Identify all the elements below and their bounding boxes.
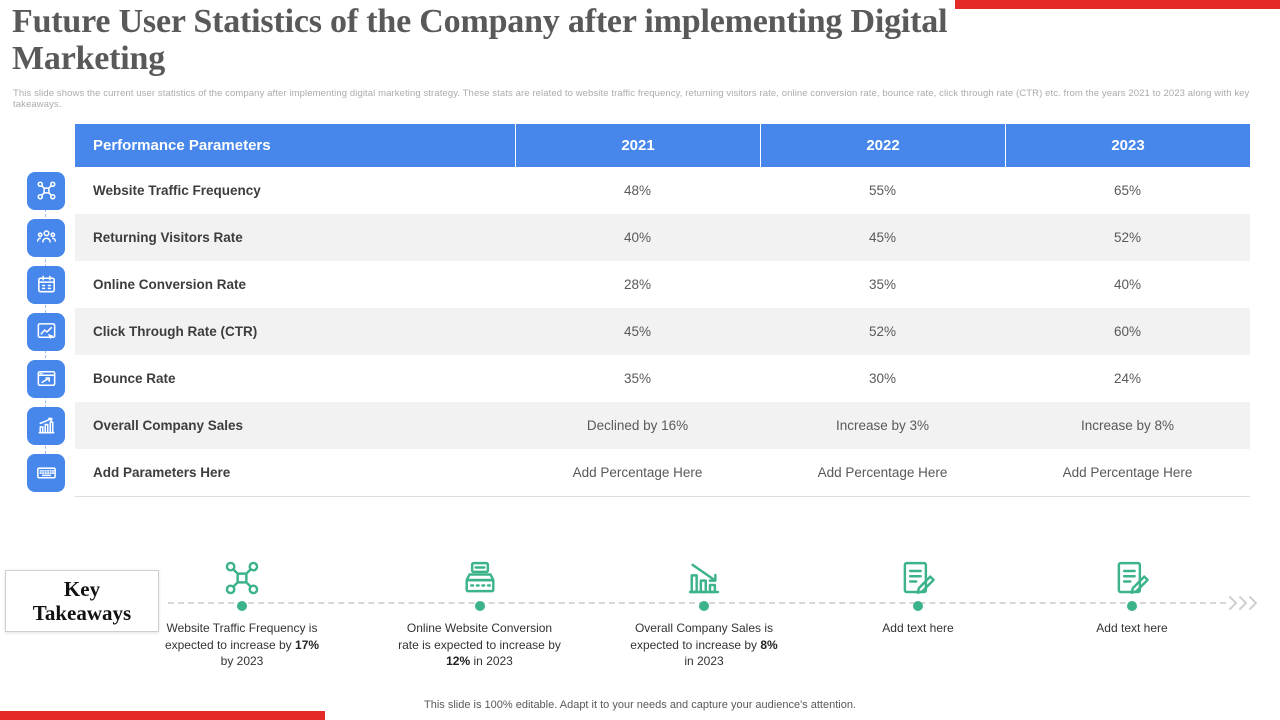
timeline-dot [237, 601, 247, 611]
performance-table: Performance Parameters 2021 2022 2023 We… [75, 124, 1250, 497]
row-value: 45% [868, 230, 897, 245]
table-header-2023: 2023 [1005, 124, 1250, 167]
footer-note: This slide is 100% editable. Adapt it to… [424, 699, 856, 711]
table-row: Website Traffic Frequency 48% 55% 65% [75, 167, 1250, 214]
row-value: 40% [1113, 277, 1142, 292]
takeaway-text: Add text here [882, 621, 954, 635]
row-value: 35% [623, 371, 652, 386]
takeaway-item: Add text here [1092, 555, 1172, 637]
takeaway-item: Online Website Conversion rate is expect… [397, 555, 562, 670]
click-chart-icon [27, 312, 65, 351]
row-parameter: Overall Company Sales [93, 418, 244, 433]
row-value: Declined by 16% [586, 418, 689, 433]
row-value: 35% [868, 277, 897, 292]
table-header-parameters: Performance Parameters [93, 137, 271, 154]
takeaway-text: Add text here [1096, 621, 1168, 635]
takeaway-text: Overall Company Sales is expected to inc… [630, 621, 778, 669]
row-value: 30% [868, 371, 897, 386]
row-parameter: Website Traffic Frequency [93, 183, 261, 198]
key-takeaways-label: Key Takeaways [5, 570, 159, 632]
row-value: 24% [1113, 371, 1142, 386]
row-parameter: Add Parameters Here [93, 465, 231, 480]
slide-title: Future User Statistics of the Company af… [12, 3, 948, 77]
drone-traffic-icon [27, 171, 65, 210]
slide-subtitle: This slide shows the current user statis… [13, 88, 1250, 110]
takeaway-item: Add text here [878, 555, 958, 637]
timeline-dot [699, 601, 709, 611]
sales-growth-icon [27, 406, 65, 445]
table-row: Online Conversion Rate 28% 35% 40% [75, 261, 1250, 308]
row-value: 60% [1113, 324, 1142, 339]
browser-bounce-icon [27, 359, 65, 398]
sales-decline-icon [683, 555, 725, 599]
timeline-arrow-icon [1228, 595, 1262, 616]
row-value: Add Percentage Here [817, 465, 948, 480]
timeline-dot [913, 601, 923, 611]
takeaway-text: Online Website Conversion rate is expect… [398, 621, 561, 669]
takeaway-text: Website Traffic Frequency is expected to… [164, 621, 320, 669]
keyboard-icon [27, 453, 65, 492]
table-row: Click Through Rate (CTR) 45% 52% 60% [75, 308, 1250, 355]
row-parameter: Online Conversion Rate [93, 277, 247, 292]
table-row: Overall Company Sales Declined by 16% In… [75, 402, 1250, 449]
takeaway-item: Overall Company Sales is expected to inc… [624, 555, 784, 670]
row-value: 52% [868, 324, 897, 339]
drone-traffic-icon [221, 555, 263, 599]
row-value: 28% [623, 277, 652, 292]
row-value: 45% [623, 324, 652, 339]
timeline-dot [1127, 601, 1137, 611]
takeaway-item: Website Traffic Frequency is expected to… [157, 555, 327, 670]
row-value: 65% [1113, 183, 1142, 198]
table-row: Returning Visitors Rate 40% 45% 52% [75, 214, 1250, 261]
table-header-2021: 2021 [515, 124, 760, 167]
row-value: Add Percentage Here [572, 465, 703, 480]
row-value: Add Percentage Here [1062, 465, 1193, 480]
bottom-left-accent-bar [0, 711, 325, 720]
row-parameter: Returning Visitors Rate [93, 230, 243, 245]
row-value: Increase by 8% [1080, 418, 1175, 433]
row-parameter: Click Through Rate (CTR) [93, 324, 258, 339]
row-value: 48% [623, 183, 652, 198]
table-header-2022: 2022 [760, 124, 1005, 167]
takeaways-timeline [168, 602, 1226, 604]
table-row: Bounce Rate 35% 30% 24% [75, 355, 1250, 402]
row-value: 55% [868, 183, 897, 198]
note-edit-icon [897, 555, 939, 599]
note-edit-icon [1111, 555, 1153, 599]
table-row: Add Parameters Here Add Percentage Here … [75, 449, 1250, 496]
visitors-group-icon [27, 218, 65, 257]
row-parameter: Bounce Rate [93, 371, 176, 386]
cash-register-icon [459, 555, 501, 599]
row-value: Increase by 3% [835, 418, 930, 433]
table-icon-rail [27, 167, 65, 496]
row-value: 40% [623, 230, 652, 245]
table-header-row: Performance Parameters 2021 2022 2023 [75, 124, 1250, 167]
calendar-icon [27, 265, 65, 304]
row-value: 52% [1113, 230, 1142, 245]
top-right-accent-bar [955, 0, 1280, 9]
timeline-dot [474, 601, 485, 611]
